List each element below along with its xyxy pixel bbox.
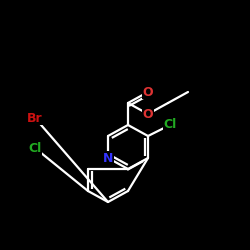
Text: Br: Br [27, 112, 43, 124]
Text: O: O [143, 108, 153, 120]
Text: Cl: Cl [28, 142, 42, 154]
Text: Cl: Cl [164, 118, 176, 132]
Text: N: N [103, 152, 113, 164]
Text: O: O [143, 86, 153, 98]
